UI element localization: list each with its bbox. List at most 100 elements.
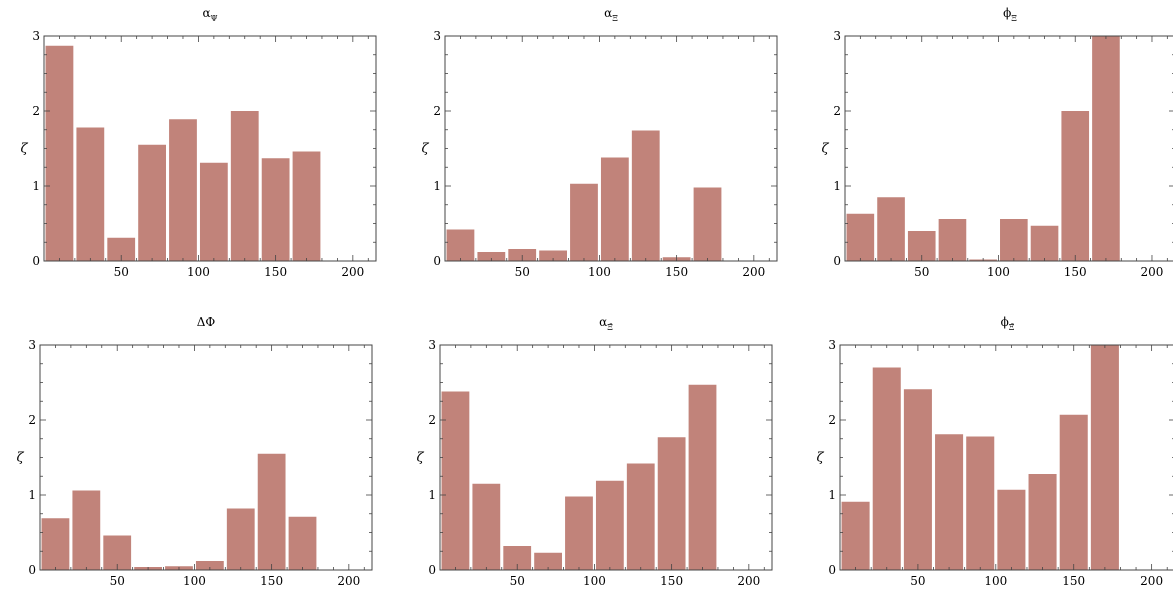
bar	[657, 437, 686, 570]
histogram-panel-2: 50 100 150 200 0 1 2 3 ζ αΞ	[421, 6, 778, 279]
x-tick-label: 200	[1141, 265, 1164, 279]
x-tick-label: 100	[187, 265, 210, 279]
y-tick-label: 1	[28, 488, 36, 502]
bar	[195, 561, 224, 570]
bar	[626, 463, 655, 570]
bar	[841, 501, 870, 570]
y-axis-label: ζ	[421, 142, 429, 157]
bar	[169, 119, 197, 261]
bar	[966, 436, 995, 570]
y-axis-label: ζ	[816, 451, 824, 466]
y-tick-label: 1	[428, 488, 436, 502]
histogram-panel-5: 50 100 150 200 0 1 2 3 ζ αΞ̄	[416, 315, 773, 588]
bar	[1059, 414, 1088, 570]
y-tick-label: 3	[828, 338, 836, 352]
x-tick-label: 150	[264, 265, 287, 279]
y-axis-label: ζ	[16, 451, 24, 466]
histogram-panel-3: 50 100 150 200 0 1 2 3 ζ ϕΞ	[821, 6, 1173, 279]
bar	[903, 389, 932, 570]
x-tick-label: 150	[665, 265, 688, 279]
y-tick-label: 0	[833, 254, 841, 268]
y-tick-label: 2	[28, 413, 36, 427]
panel-title: αΞ̄	[599, 315, 613, 332]
bar	[1061, 111, 1090, 261]
x-tick-label: 200	[337, 574, 360, 588]
bar	[938, 219, 967, 261]
y-axis-label: ζ	[821, 142, 829, 157]
bar	[693, 187, 722, 261]
bar	[1028, 474, 1057, 570]
bar	[1090, 345, 1119, 570]
histogram-panel-6: 50 100 150 200 0 1 2 3 ζ ϕΞ̄	[816, 315, 1173, 588]
bar	[872, 367, 901, 570]
y-tick-label: 1	[833, 179, 841, 193]
bar	[534, 552, 562, 570]
y-tick-label: 1	[32, 179, 40, 193]
y-tick-label: 3	[28, 338, 36, 352]
bar	[45, 45, 74, 261]
x-tick-label: 50	[114, 265, 129, 279]
x-tick-label: 100	[583, 574, 606, 588]
bar	[1030, 225, 1059, 261]
x-tick-label: 150	[660, 574, 683, 588]
bar	[138, 144, 166, 261]
bar	[877, 197, 905, 261]
x-tick-label: 100	[987, 265, 1010, 279]
y-tick-label: 1	[433, 179, 441, 193]
y-tick-label: 3	[833, 29, 841, 43]
x-tick-label: 200	[742, 265, 765, 279]
y-tick-label: 0	[828, 563, 836, 577]
x-tick-label: 150	[260, 574, 283, 588]
panel-title: ϕΞ	[1003, 6, 1017, 23]
y-tick-label: 2	[433, 104, 441, 118]
x-tick-label: 50	[515, 265, 530, 279]
x-tick-label: 200	[1140, 574, 1163, 588]
bar	[446, 229, 475, 261]
y-tick-label: 0	[28, 563, 36, 577]
x-tick-label: 50	[110, 574, 125, 588]
y-tick-label: 0	[433, 254, 441, 268]
bar	[199, 162, 228, 261]
y-tick-label: 2	[32, 104, 40, 118]
y-tick-label: 0	[32, 254, 40, 268]
histogram-panel-4: 50 100 150 200 0 1 2 3 ζ ΔΦ	[16, 315, 373, 588]
x-tick-label: 150	[1064, 265, 1087, 279]
bar	[565, 496, 593, 570]
x-tick-label: 50	[910, 574, 925, 588]
bar	[935, 434, 964, 570]
y-tick-label: 3	[32, 29, 40, 43]
bar	[600, 157, 629, 261]
panel-title: αΞ	[604, 6, 618, 23]
panel-title: αΨ	[202, 6, 217, 23]
bar	[1000, 219, 1028, 261]
histogram-panel-1: 50 100 150 200 0 1 2 3 ζ αΨ	[20, 6, 377, 279]
x-tick-label: 200	[737, 574, 760, 588]
bar	[570, 183, 598, 261]
bar	[41, 518, 70, 570]
bar	[257, 453, 286, 570]
bar	[631, 130, 660, 261]
bar	[1092, 36, 1120, 261]
bar	[595, 480, 624, 570]
bar	[288, 516, 317, 570]
x-tick-label: 150	[1062, 574, 1085, 588]
bar	[441, 391, 470, 570]
panel-title: ϕΞ̄	[1001, 315, 1015, 332]
y-tick-label: 2	[833, 104, 841, 118]
bar	[997, 489, 1026, 570]
y-tick-label: 3	[428, 338, 436, 352]
x-tick-label: 100	[984, 574, 1007, 588]
x-tick-label: 50	[510, 574, 525, 588]
x-tick-label: 100	[183, 574, 206, 588]
panel-title: ΔΦ	[197, 315, 216, 329]
x-tick-label: 100	[588, 265, 611, 279]
bar	[72, 490, 101, 570]
y-axis-label: ζ	[416, 451, 424, 466]
y-tick-label: 2	[828, 413, 836, 427]
bar	[261, 158, 290, 261]
bar	[226, 508, 255, 570]
x-tick-label: 50	[914, 265, 929, 279]
bar	[688, 384, 717, 570]
bar	[539, 250, 567, 261]
